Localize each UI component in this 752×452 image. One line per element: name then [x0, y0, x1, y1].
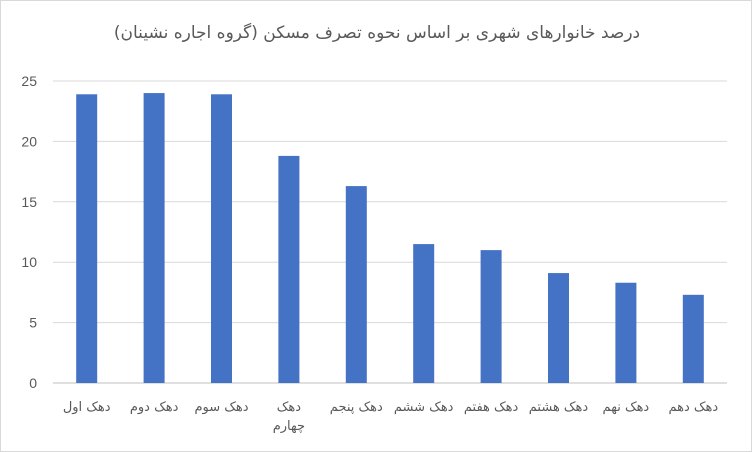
bar — [682, 294, 704, 383]
bar — [76, 94, 98, 384]
bar — [615, 282, 637, 383]
chart-title: درصد خانوارهای شهری بر اساس نحوه تصرف مس… — [113, 23, 641, 43]
x-tick-label: دهک — [277, 400, 301, 415]
bar — [278, 155, 300, 383]
y-tick-label: 20 — [21, 133, 37, 149]
x-tick-label: دهک سوم — [194, 400, 248, 415]
x-tick-label: دهک نهم — [603, 400, 650, 415]
bar — [345, 186, 367, 383]
y-tick-label: 0 — [29, 375, 37, 391]
bar — [211, 94, 232, 384]
bar — [413, 244, 435, 383]
x-tick-label: دهک ششم — [394, 400, 454, 415]
y-tick-label: 15 — [21, 194, 37, 210]
bar — [480, 250, 502, 383]
bar — [548, 273, 569, 383]
x-tick-label: چهارم — [273, 419, 305, 434]
x-tick-label: دهک دهم — [668, 400, 718, 415]
x-tick-label: دهک اول — [63, 400, 111, 415]
x-tick-label: دهک دوم — [130, 400, 179, 415]
y-tick-label: 10 — [21, 254, 37, 270]
bar — [143, 93, 165, 383]
x-tick-label: دهک هفتم — [464, 400, 519, 415]
y-tick-label: 5 — [29, 315, 37, 331]
x-tick-label: دهک هشتم — [529, 400, 589, 415]
y-tick-label: 25 — [21, 73, 37, 89]
x-tick-label: دهک پنجم — [330, 400, 383, 415]
